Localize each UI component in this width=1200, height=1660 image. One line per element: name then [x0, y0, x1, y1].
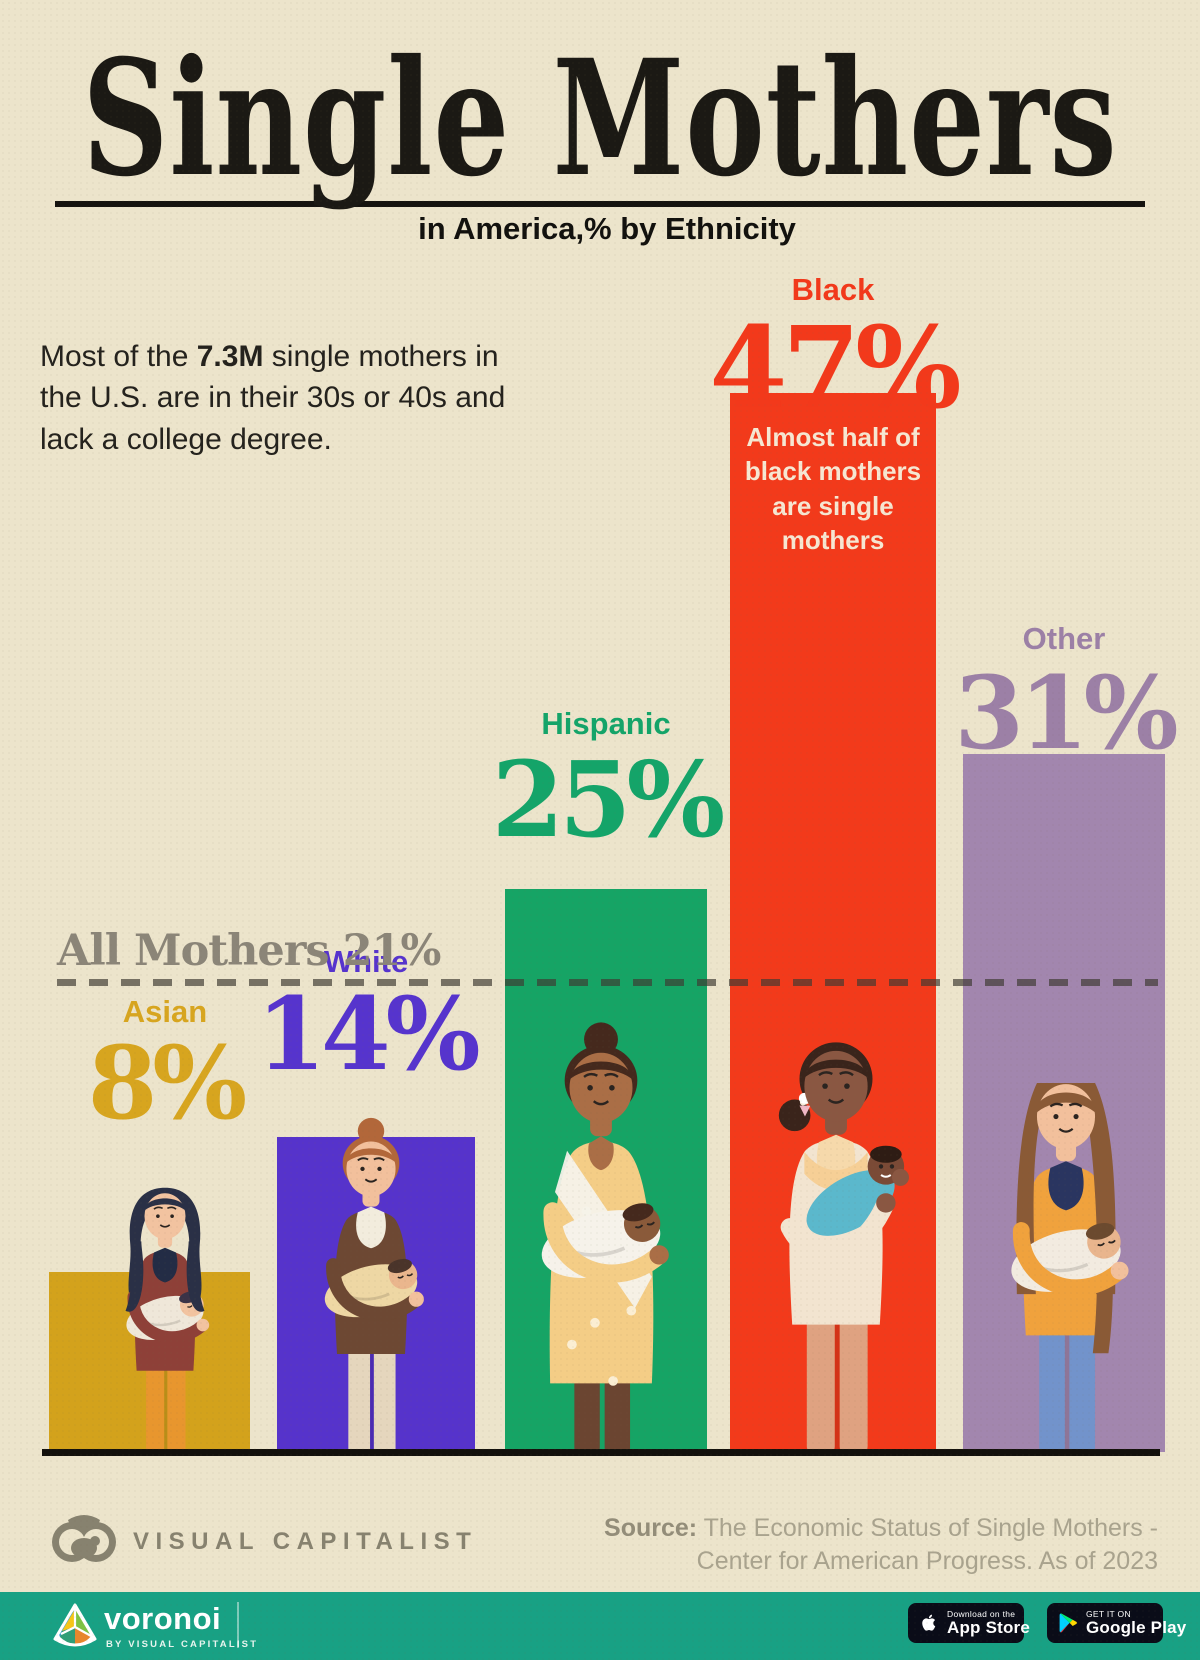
app-store-badge-top: Download on the — [947, 1608, 1016, 1619]
google-play-icon — [1059, 1613, 1077, 1633]
benchmark-dashed-line — [57, 979, 1158, 986]
illustration-other-mother — [950, 1054, 1182, 1456]
visual-capitalist-wordmark[interactable]: VISUAL CAPITALIST — [133, 1528, 478, 1555]
category-label-hispanic: Hispanic — [541, 706, 671, 741]
benchmark-label: All Mothers 21% — [57, 926, 441, 976]
voronoi-logo-icon[interactable] — [52, 1603, 98, 1648]
apple-icon — [922, 1614, 936, 1631]
source-line1: The Economic Status of Single Mothers - — [697, 1514, 1158, 1542]
value-label-other: 31% — [954, 654, 1178, 772]
illustration-asian-mother — [57, 1172, 273, 1456]
intro-part2: single mothers in the U.S. are in their … — [40, 340, 506, 456]
appbar-divider — [237, 1602, 239, 1648]
intro-part1: Most of the — [40, 340, 197, 373]
source-label: Source: — [604, 1514, 698, 1542]
category-label-black: Black — [791, 272, 875, 307]
value-label-hispanic: 25% — [491, 738, 726, 861]
value-label-white: 14% — [256, 975, 480, 1093]
black-bar-annotation: Almost half of black mothers are single … — [744, 422, 922, 555]
category-label-other: Other — [1022, 621, 1106, 656]
label-group-hispanic: Hispanic 25% — [466, 708, 746, 852]
illustration-white-mother — [258, 1116, 484, 1456]
page-title: Single Mothers — [82, 25, 1118, 213]
illustration-hispanic-mother — [478, 1020, 724, 1456]
app-store-badge-bottom: App Store — [947, 1617, 1031, 1637]
google-play-badge[interactable]: GET IT ON Google Play — [1047, 1603, 1186, 1643]
intro-highlight: 7.3M — [196, 340, 264, 373]
source-line2: Center for American Progress. As of 2023 — [696, 1546, 1158, 1575]
value-label-black: 47% — [709, 303, 961, 434]
voronoi-byline: BY VISUAL CAPITALIST — [106, 1639, 259, 1650]
intro-text: Most of the 7.3M single mothers in the U… — [40, 336, 520, 460]
page-subtitle: in America,% by Ethnicity — [418, 211, 796, 246]
app-store-badge[interactable]: Download on the App Store — [908, 1603, 1030, 1643]
chart-baseline — [42, 1449, 1160, 1456]
label-group-black: Black 47% — [693, 274, 973, 425]
category-label-asian: Asian — [122, 994, 208, 1029]
illustration-black-mother — [712, 1018, 960, 1456]
title-underline — [55, 201, 1145, 207]
visual-capitalist-logo-icon[interactable] — [50, 1508, 118, 1566]
label-group-white: White 14% — [226, 946, 506, 1084]
label-group-asian: Asian 8% — [25, 996, 305, 1133]
value-label-asian: 8% — [87, 1024, 248, 1142]
google-play-badge-bottom: Google Play — [1086, 1617, 1187, 1637]
category-label-white: White — [323, 944, 409, 979]
voronoi-wordmark[interactable]: voronoi — [104, 1601, 222, 1636]
google-play-badge-top: GET IT ON — [1086, 1608, 1131, 1619]
label-group-other: Other 31% — [924, 623, 1200, 763]
source-note: Source: The Economic Status of Single Mo… — [518, 1512, 1158, 1577]
